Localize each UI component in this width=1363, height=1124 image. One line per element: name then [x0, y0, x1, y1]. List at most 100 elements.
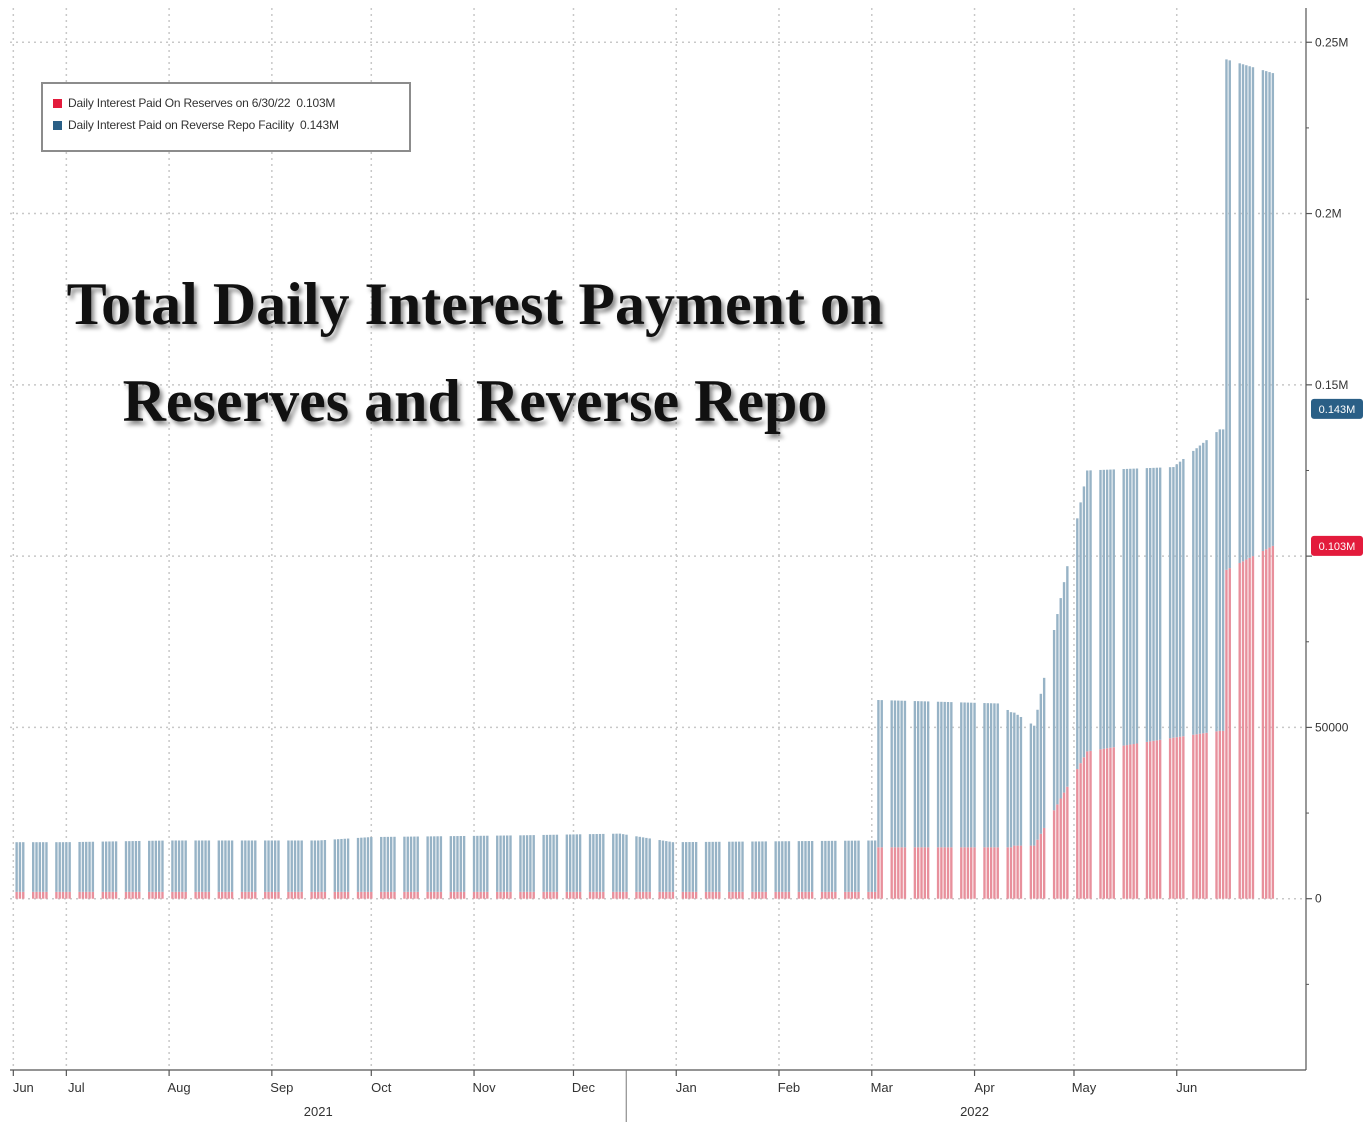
bar-reverse-repo	[800, 841, 804, 892]
bar-reverse-repo	[482, 835, 486, 892]
bar-reverse-repo	[244, 840, 247, 892]
bar-reverse-repo	[1192, 450, 1195, 735]
x-tick-label: Sep	[270, 1080, 293, 1095]
bar-reverse-repo	[1079, 502, 1082, 764]
bar-reserves	[224, 891, 227, 899]
bar-reserves	[456, 891, 459, 899]
bar-reserves	[1066, 786, 1069, 899]
bar-reserves	[247, 891, 250, 899]
x-tick-label: Jul	[68, 1080, 85, 1095]
bar-reserves	[761, 891, 764, 899]
bar-reverse-repo	[638, 836, 641, 892]
bar-reserves	[1152, 740, 1155, 899]
bar-reverse-repo	[960, 702, 963, 848]
bar-reverse-repo	[1112, 469, 1115, 748]
bar-reserves	[254, 891, 257, 899]
bar-reserves	[1125, 745, 1129, 899]
bar-reserves	[207, 891, 211, 899]
bar-reserves	[15, 891, 18, 899]
bar-reserves	[346, 891, 350, 899]
bar-reserves	[1238, 562, 1241, 899]
bar-reserves	[595, 891, 598, 899]
bar-reserves	[273, 891, 277, 899]
bar-reserves	[134, 891, 138, 899]
bar-reverse-repo	[844, 840, 847, 892]
bar-reverse-repo	[181, 840, 184, 892]
bar-reserves	[101, 891, 105, 899]
bar-reverse-repo	[177, 840, 181, 892]
bar-reserves	[684, 891, 688, 899]
chart-title-line-1: Total Daily Interest Payment on	[66, 271, 884, 337]
bar-reverse-repo	[542, 834, 545, 892]
bar-reserves	[1198, 733, 1202, 899]
bar-reverse-repo	[1042, 677, 1046, 828]
bar-reverse-repo	[78, 841, 81, 892]
bar-reverse-repo	[1066, 566, 1069, 787]
bar-reverse-repo	[217, 840, 221, 892]
bar-reserves	[913, 847, 917, 899]
bar-reverse-repo	[499, 835, 502, 892]
bar-reserves	[476, 891, 479, 899]
bar-reverse-repo	[741, 841, 744, 892]
bar-reverse-repo	[525, 835, 529, 892]
bar-reserves	[1192, 734, 1195, 899]
bar-reverse-repo	[313, 840, 317, 892]
bar-reverse-repo	[114, 841, 118, 892]
bar-reserves	[194, 891, 197, 899]
bar-reserves	[830, 891, 834, 899]
bar-reserves	[1089, 750, 1092, 899]
bar-reverse-repo	[1271, 73, 1275, 546]
bar-reserves	[380, 891, 383, 899]
bar-reverse-repo	[665, 841, 668, 892]
bar-reserves	[429, 891, 433, 899]
bar-reserves	[227, 891, 230, 899]
bar-reserves	[1149, 741, 1152, 899]
bar-reverse-repo	[684, 842, 688, 892]
bar-reverse-repo	[403, 836, 406, 892]
bar-reserves	[807, 891, 811, 899]
bar-reserves	[890, 847, 893, 899]
bar-reverse-repo	[1109, 469, 1112, 748]
bar-reserves	[764, 891, 767, 899]
bar-reverse-repo	[920, 701, 923, 848]
bar-reserves	[244, 891, 247, 899]
bar-reverse-repo	[1175, 464, 1178, 738]
bar-reverse-repo	[993, 703, 996, 848]
bar-reverse-repo	[161, 840, 164, 892]
bar-reverse-repo	[761, 841, 764, 892]
bar-reserves	[781, 891, 784, 899]
bar-reverse-repo	[807, 841, 811, 892]
bar-reverse-repo	[250, 840, 254, 892]
bar-reverse-repo	[207, 840, 211, 892]
bar-reverse-repo	[622, 834, 625, 892]
bar-reverse-repo	[880, 700, 883, 848]
bar-reserves	[867, 891, 870, 899]
bar-reverse-repo	[873, 840, 877, 892]
bar-reverse-repo	[1155, 467, 1159, 741]
bar-reverse-repo	[1009, 712, 1013, 848]
bar-reverse-repo	[1251, 67, 1255, 557]
bar-reverse-repo	[293, 840, 297, 892]
bar-reverse-repo	[989, 703, 993, 848]
bar-reserves	[1261, 550, 1265, 899]
bar-reserves	[1039, 833, 1043, 899]
bar-reverse-repo	[824, 840, 827, 892]
bar-reverse-repo	[757, 841, 761, 892]
bar-reserves	[61, 891, 65, 899]
bar-reverse-repo	[857, 840, 860, 892]
bar-reverse-repo	[532, 835, 535, 892]
bar-reserves	[1105, 748, 1109, 899]
bar-reserves	[35, 891, 38, 899]
year-label: 2022	[960, 1104, 989, 1119]
bar-reverse-repo	[38, 842, 42, 892]
bar-reverse-repo	[277, 840, 280, 892]
bar-reserves	[45, 891, 48, 899]
bar-reserves	[638, 891, 641, 899]
bar-reserves	[131, 891, 134, 899]
x-tick-label: Oct	[371, 1080, 392, 1095]
bar-reserves	[383, 891, 386, 899]
bar-reserves	[65, 891, 68, 899]
x-tick-label: Nov	[472, 1080, 496, 1095]
bar-reverse-repo	[104, 841, 108, 892]
legend-label-reverse-repo: Daily Interest Paid on Reverse Repo Faci…	[68, 118, 294, 132]
